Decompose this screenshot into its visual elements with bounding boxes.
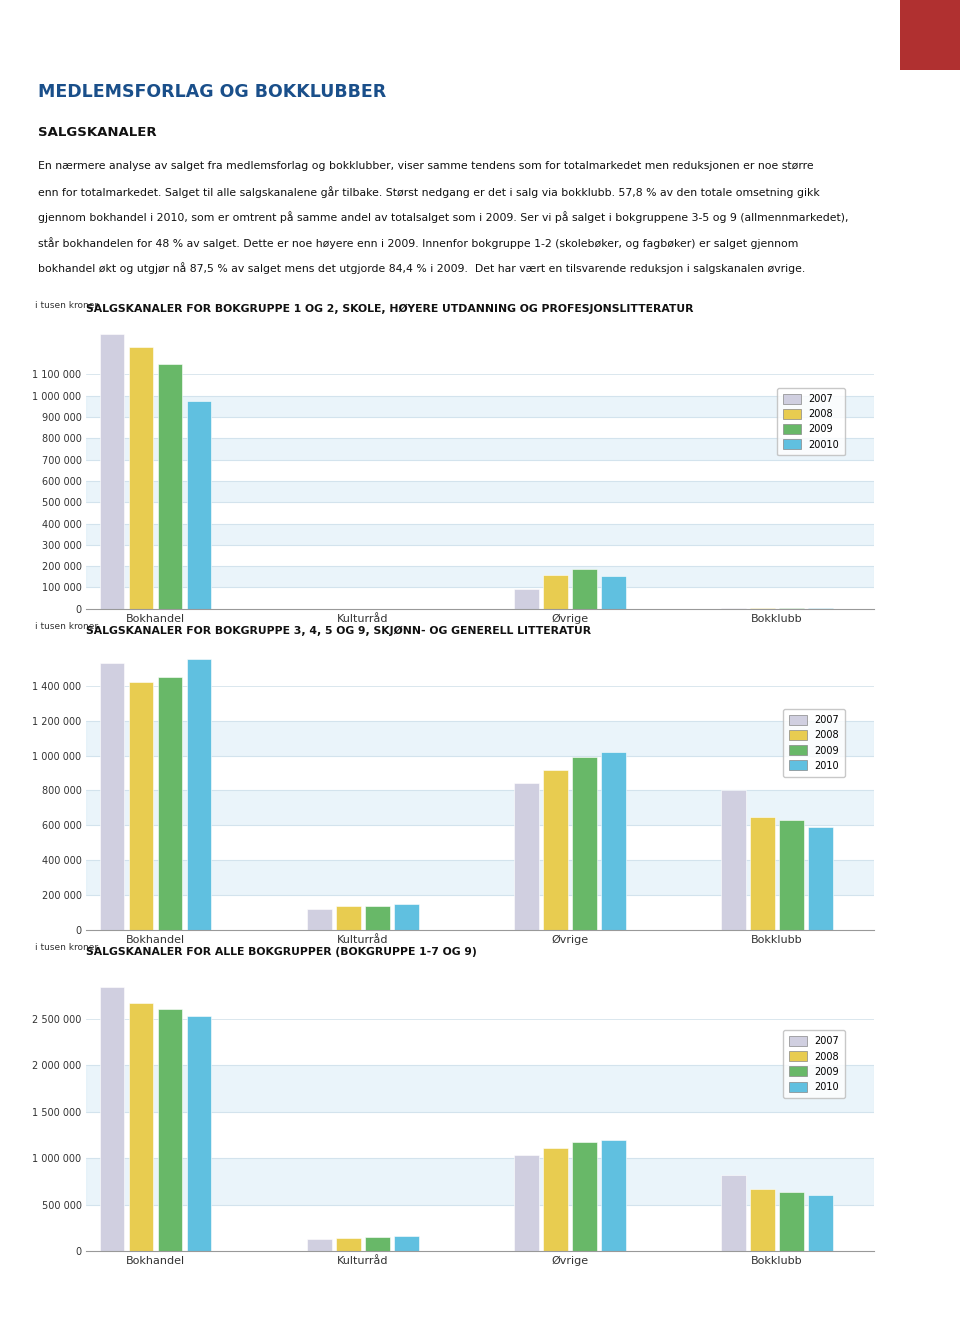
Bar xyxy=(365,1236,390,1251)
Bar xyxy=(86,480,874,502)
Text: 07: 07 xyxy=(886,1315,904,1327)
Bar xyxy=(186,401,211,609)
Bar xyxy=(808,827,833,930)
Bar xyxy=(779,820,804,930)
Bar xyxy=(129,682,154,930)
Bar xyxy=(306,1239,331,1251)
Bar xyxy=(572,1143,597,1251)
Text: MEDLEMSFORLAG OG BOKKLUBBER: MEDLEMSFORLAG OG BOKKLUBBER xyxy=(38,83,387,100)
Text: SALGSKANALER: SALGSKANALER xyxy=(38,126,157,139)
Bar xyxy=(779,1192,804,1251)
Bar xyxy=(157,1009,182,1251)
Bar xyxy=(542,575,567,609)
Bar xyxy=(601,1140,626,1251)
Text: BRANSJESTATISTIKK  ●  TOTALMARKEDET: BRANSJESTATISTIKK ● TOTALMARKEDET xyxy=(305,28,616,41)
Bar xyxy=(721,1175,746,1251)
Bar xyxy=(100,987,125,1251)
Bar xyxy=(129,1004,154,1251)
Text: i tusen kroner: i tusen kroner xyxy=(36,301,98,309)
Bar xyxy=(365,906,390,930)
Bar xyxy=(601,752,626,930)
Bar xyxy=(86,439,874,460)
Bar xyxy=(157,677,182,930)
Bar xyxy=(86,396,874,417)
Bar xyxy=(601,575,626,609)
Text: i tusen kroner: i tusen kroner xyxy=(36,943,98,951)
Bar xyxy=(86,566,874,587)
Bar xyxy=(750,1189,775,1251)
Bar xyxy=(157,364,182,609)
Bar xyxy=(86,791,874,826)
Bar xyxy=(186,658,211,930)
Bar xyxy=(542,769,567,930)
Bar xyxy=(542,1148,567,1251)
Bar xyxy=(572,570,597,609)
Bar xyxy=(336,1238,361,1251)
Text: bokhandel økt og utgjør nå 87,5 % av salget mens det utgjorde 84,4 % i 2009.  De: bokhandel økt og utgjør nå 87,5 % av sal… xyxy=(38,262,805,274)
Text: SALGSKANALER FOR BOKGRUPPE 3, 4, 5 OG 9, SKJØNN- OG GENERELL LITTERATUR: SALGSKANALER FOR BOKGRUPPE 3, 4, 5 OG 9,… xyxy=(86,625,591,636)
Text: står bokhandelen for 48 % av salget. Dette er noe høyere enn i 2009. Innenfor bo: står bokhandelen for 48 % av salget. Det… xyxy=(38,237,799,249)
Bar xyxy=(514,589,539,609)
Bar xyxy=(394,1236,419,1251)
Bar xyxy=(86,1159,874,1204)
Bar xyxy=(808,1195,833,1251)
Text: SALGSKANALER FOR BOKGRUPPE 1 OG 2, SKOLE, HØYERE UTDANNING OG PROFESJONSLITTERAT: SALGSKANALER FOR BOKGRUPPE 1 OG 2, SKOLE… xyxy=(86,304,694,314)
Bar xyxy=(900,0,960,70)
Text: gjennom bokhandel i 2010, som er omtrent på samme andel av totalsalget som i 200: gjennom bokhandel i 2010, som er omtrent… xyxy=(38,211,849,223)
Bar xyxy=(100,664,125,930)
Text: i tusen kroner: i tusen kroner xyxy=(36,622,98,630)
Legend: 2007, 2008, 2009, 2010: 2007, 2008, 2009, 2010 xyxy=(783,1030,845,1097)
Bar xyxy=(394,904,419,930)
Text: enn for totalmarkedet. Salget til alle salgskanalene går tilbake. Størst nedgang: enn for totalmarkedet. Salget til alle s… xyxy=(38,186,820,198)
Bar xyxy=(86,860,874,895)
Bar xyxy=(86,523,874,545)
Bar xyxy=(129,347,154,609)
Bar xyxy=(86,1065,874,1112)
Bar xyxy=(336,906,361,930)
Bar xyxy=(100,334,125,609)
Bar xyxy=(86,721,874,756)
Bar xyxy=(306,909,331,930)
Bar xyxy=(572,757,597,930)
Bar xyxy=(514,1155,539,1251)
Bar xyxy=(750,816,775,930)
Bar xyxy=(186,1017,211,1251)
Bar xyxy=(721,791,746,930)
Text: En nærmere analyse av salget fra medlemsforlag og bokklubber, viser samme tenden: En nærmere analyse av salget fra medlems… xyxy=(38,161,814,170)
Legend: 2007, 2008, 2009, 2010: 2007, 2008, 2009, 2010 xyxy=(783,709,845,776)
Text: SALGSKANALER FOR ALLE BOKGRUPPER (BOKGRUPPE 1-7 OG 9): SALGSKANALER FOR ALLE BOKGRUPPER (BOKGRU… xyxy=(86,947,477,957)
Bar xyxy=(514,784,539,930)
Legend: 2007, 2008, 2009, 20010: 2007, 2008, 2009, 20010 xyxy=(778,388,845,455)
